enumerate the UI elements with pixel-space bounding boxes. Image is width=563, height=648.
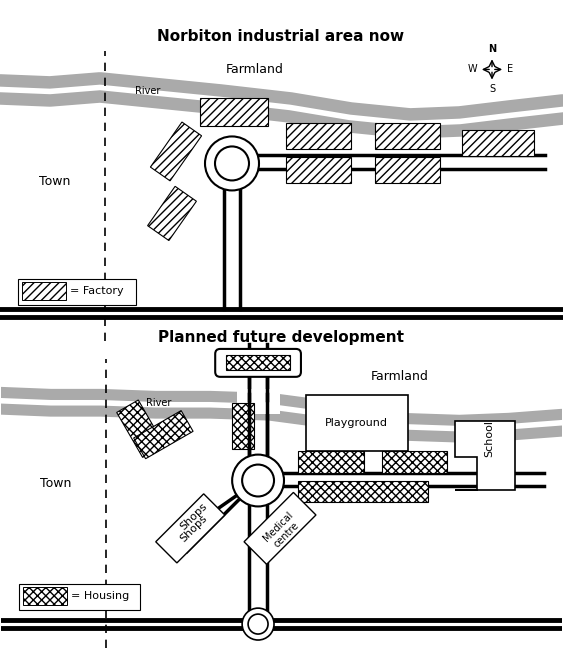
Text: Planned future development: Planned future development (158, 330, 404, 345)
Circle shape (242, 465, 274, 496)
Bar (375, 157, 440, 183)
Bar (200, 98, 268, 126)
Bar (232, 403, 254, 448)
Bar (306, 395, 408, 450)
Text: River: River (146, 398, 171, 408)
Text: S: S (489, 84, 495, 95)
Polygon shape (148, 187, 196, 240)
Text: Medical
centre: Medical centre (261, 509, 303, 551)
Text: Farmland: Farmland (370, 371, 428, 384)
Circle shape (248, 614, 268, 634)
Bar (22, 283, 66, 301)
Circle shape (242, 608, 274, 640)
Bar (298, 481, 427, 502)
Bar (298, 450, 364, 472)
Text: Shops: Shops (178, 513, 209, 544)
FancyBboxPatch shape (215, 349, 301, 377)
Text: Norbiton industrial area now: Norbiton industrial area now (158, 29, 405, 45)
Text: Town: Town (39, 175, 71, 188)
Bar (23, 587, 66, 605)
Text: School: School (484, 420, 494, 457)
Polygon shape (244, 492, 316, 564)
Polygon shape (133, 411, 193, 459)
Bar (286, 123, 351, 150)
Circle shape (205, 137, 259, 191)
Polygon shape (150, 122, 202, 181)
Text: E: E (507, 64, 513, 75)
Text: River: River (135, 86, 160, 97)
Bar (226, 355, 290, 370)
Circle shape (215, 146, 249, 180)
Text: Playground: Playground (325, 418, 388, 428)
Text: Town: Town (40, 477, 72, 490)
Text: W: W (467, 64, 477, 75)
Polygon shape (117, 400, 164, 457)
Polygon shape (455, 421, 515, 491)
Bar (19, 584, 140, 610)
Text: N: N (488, 45, 496, 54)
Bar (286, 157, 351, 183)
Text: Shops: Shops (178, 501, 209, 532)
Bar (382, 450, 448, 472)
Text: Farmland: Farmland (226, 63, 284, 76)
Circle shape (232, 455, 284, 507)
Bar (18, 279, 136, 305)
Text: = Housing: = Housing (70, 591, 129, 601)
Polygon shape (156, 494, 225, 563)
Bar (462, 130, 534, 156)
Text: = Factory: = Factory (70, 286, 124, 296)
Bar (375, 123, 440, 150)
